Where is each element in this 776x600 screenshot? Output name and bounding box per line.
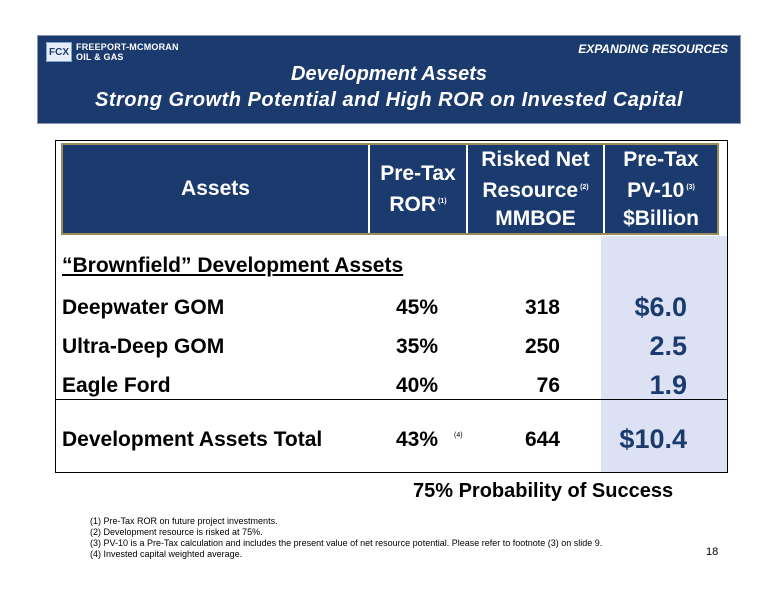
ror-value: 35%	[396, 335, 439, 358]
total-resource: 644	[524, 428, 560, 451]
page-number: 18	[706, 546, 719, 558]
probability-of-success: 75% Probability of Success	[413, 480, 674, 502]
header-divider	[603, 145, 605, 233]
resource-value: 250	[524, 335, 560, 358]
ror-value: 45%	[396, 296, 439, 319]
header-divider	[466, 145, 468, 233]
pv10-value: 2.5	[649, 331, 687, 361]
total-divider	[56, 399, 727, 400]
footnote-3: (3) PV-10 is a Pre-Tax calculation and i…	[90, 538, 603, 548]
resource-value: 76	[536, 374, 560, 397]
table-row: Deepwater GOM 45% 318 $6.0	[56, 292, 727, 324]
logo-mark-icon: FCX	[46, 42, 72, 62]
ror-value: 40%	[396, 374, 439, 397]
total-pv10: $10.4	[619, 424, 687, 454]
footnote-2: (2) Development resource is risked at 75…	[90, 527, 263, 537]
header-resource: Risked Net Resource (2) MMBOE	[481, 147, 590, 230]
slide-subtitle: Strong Growth Potential and High ROR on …	[94, 89, 684, 111]
resource-value: 318	[524, 296, 560, 319]
asset-name: Deepwater GOM	[62, 296, 225, 319]
total-ror: 43%	[396, 428, 439, 451]
pv10-value: 1.9	[649, 370, 687, 400]
pv10-column-highlight	[601, 236, 727, 472]
footnote-4: (4) Invested capital weighted average.	[90, 549, 243, 559]
slide-title: Development Assets	[291, 63, 487, 85]
total-ror-footnote: (4)	[454, 432, 463, 439]
asset-name: Eagle Ford	[62, 374, 171, 397]
company-logo: FCX FREEPORT-MCMORAN OIL & GAS	[46, 42, 179, 62]
header-ror: Pre-Tax ROR (1)	[380, 161, 456, 216]
assets-table: Assets Pre-Tax ROR (1) Risked Net Resource(…	[55, 140, 728, 473]
tagline: EXPANDING RESOURCES	[578, 42, 728, 56]
logo-line-1: FREEPORT-MCMORAN	[76, 42, 179, 52]
title-banner: FCX FREEPORT-MCMORAN OIL & GAS EXPANDING…	[37, 35, 741, 124]
header-divider	[368, 145, 370, 233]
asset-name: Ultra-Deep GOM	[62, 335, 225, 358]
pv10-value: $6.0	[634, 292, 687, 322]
total-row: Development Assets Total 43% (4) 644 $10…	[56, 424, 727, 456]
table-row: Ultra-Deep GOM 35% 250 2.5	[56, 331, 727, 363]
footnotes: (1) Pre-Tax ROR on future project invest…	[90, 516, 602, 560]
table-header: Assets Pre-Tax ROR (1) Risked Net Resource(…	[61, 143, 719, 235]
total-label: Development Assets Total	[62, 428, 323, 451]
section-title: “Brownfield” Development Assets	[62, 254, 404, 277]
header-assets: Assets	[181, 177, 250, 200]
header-pv10: Pre-Tax PV-10 (3) $Billion	[623, 147, 699, 230]
table-row: Eagle Ford 40% 76 1.9	[56, 370, 727, 402]
footnote-1: (1) Pre-Tax ROR on future project invest…	[90, 516, 278, 526]
logo-line-2: OIL & GAS	[76, 52, 124, 62]
